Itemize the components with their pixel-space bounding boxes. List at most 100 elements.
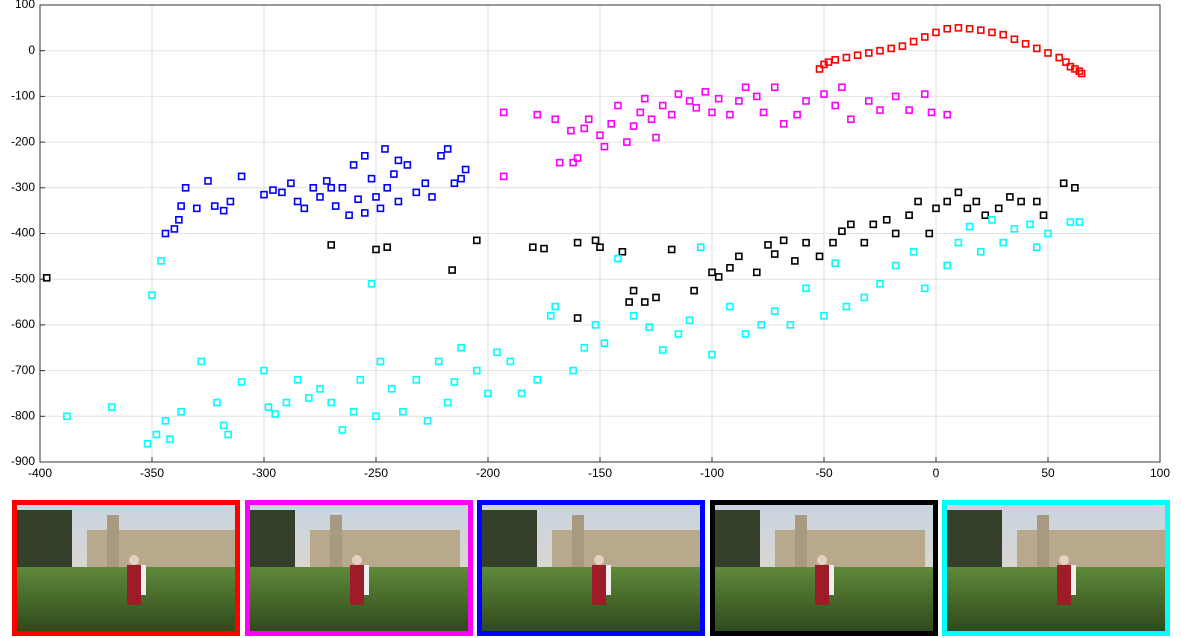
point xyxy=(802,97,810,105)
point xyxy=(1010,225,1019,233)
y-tick-label: -500 xyxy=(11,271,35,285)
point xyxy=(636,108,645,117)
point xyxy=(546,311,555,320)
point xyxy=(596,243,604,252)
point xyxy=(1026,220,1034,229)
point xyxy=(864,97,873,105)
point xyxy=(905,106,913,114)
x-tick-label: -350 xyxy=(140,466,164,480)
point xyxy=(448,266,456,274)
point xyxy=(629,122,638,130)
photo xyxy=(482,505,700,631)
point xyxy=(972,197,981,206)
point xyxy=(224,430,232,439)
photo-thumbnail xyxy=(709,500,938,636)
point xyxy=(472,366,481,375)
point xyxy=(842,53,851,62)
point xyxy=(838,227,846,236)
point xyxy=(853,51,862,60)
point xyxy=(667,110,676,119)
point xyxy=(770,250,779,258)
point xyxy=(569,158,577,167)
point xyxy=(891,229,900,238)
point xyxy=(360,152,369,160)
point xyxy=(815,65,824,73)
point xyxy=(584,115,593,124)
point xyxy=(304,394,313,402)
point xyxy=(555,158,564,167)
point xyxy=(580,343,589,352)
point xyxy=(965,222,974,231)
point xyxy=(708,108,716,117)
point xyxy=(450,179,459,188)
point xyxy=(551,115,560,124)
point xyxy=(786,321,795,329)
photo-thumbnail xyxy=(244,500,473,636)
point xyxy=(658,346,667,354)
point xyxy=(63,412,71,421)
point xyxy=(914,197,922,206)
point xyxy=(741,330,750,338)
point xyxy=(988,28,996,37)
point xyxy=(820,90,828,98)
point xyxy=(42,274,51,282)
y-tick-label: -800 xyxy=(11,408,35,422)
point xyxy=(965,24,974,33)
point xyxy=(674,90,683,98)
point xyxy=(647,115,656,124)
point xyxy=(354,195,362,204)
x-tick-label: 100 xyxy=(1150,466,1170,480)
point xyxy=(383,243,392,252)
point xyxy=(372,245,380,254)
point xyxy=(847,220,855,229)
point xyxy=(685,97,694,105)
point xyxy=(499,172,508,181)
point xyxy=(210,202,219,210)
point xyxy=(690,286,698,295)
point xyxy=(1066,218,1075,226)
point xyxy=(600,142,609,151)
point xyxy=(457,174,465,183)
y-tick-label: 0 xyxy=(28,43,35,57)
point xyxy=(629,311,638,320)
point xyxy=(143,439,152,448)
photo-thumbnail xyxy=(942,500,1170,636)
point xyxy=(423,417,432,425)
point xyxy=(381,145,389,153)
point xyxy=(658,101,667,110)
point xyxy=(271,410,280,418)
point xyxy=(815,252,824,261)
point xyxy=(260,190,268,199)
point xyxy=(696,243,705,252)
point xyxy=(327,398,336,407)
point xyxy=(499,108,508,117)
point xyxy=(708,350,716,359)
point xyxy=(726,110,734,119)
point xyxy=(943,197,952,206)
point xyxy=(1006,193,1014,201)
point xyxy=(287,179,295,188)
point xyxy=(580,124,589,133)
point xyxy=(193,204,201,213)
point xyxy=(372,193,380,201)
point xyxy=(802,284,810,293)
point xyxy=(567,126,575,135)
point xyxy=(791,257,799,265)
point xyxy=(847,115,855,124)
y-tick-label: -700 xyxy=(11,363,35,377)
point xyxy=(260,366,268,375)
point xyxy=(714,94,723,103)
point xyxy=(506,357,515,366)
point xyxy=(976,247,985,256)
point xyxy=(327,241,336,249)
point xyxy=(779,120,788,128)
point xyxy=(943,110,952,119)
y-tick-label: 100 xyxy=(15,0,35,11)
point xyxy=(434,357,443,366)
point xyxy=(963,204,972,213)
point xyxy=(925,229,934,238)
point xyxy=(735,97,743,105)
point xyxy=(752,268,761,277)
point xyxy=(770,307,779,315)
photo-thumbnail xyxy=(12,500,240,636)
